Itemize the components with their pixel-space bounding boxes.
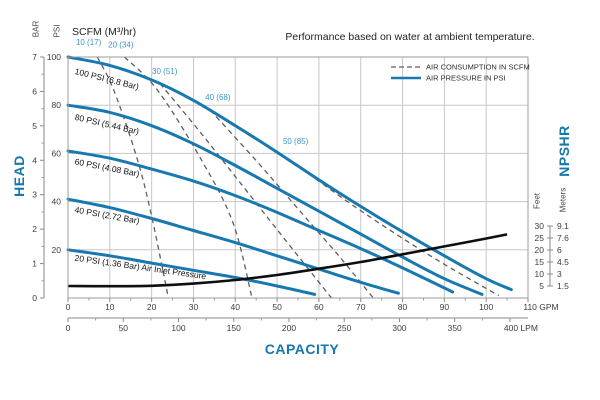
feet-tick-label: 15 [535, 257, 545, 267]
bar-tick-label: 7 [32, 52, 37, 62]
bar-tick-label: 0 [32, 293, 37, 303]
legend-item-label: AIR CONSUMPTION IN SCFM [426, 63, 530, 72]
lpm-tick-label: 150 [227, 323, 241, 333]
lpm-tick-label: 350 [448, 323, 462, 333]
npshr-axis-label: NPSHR [556, 125, 572, 177]
gpm-tick-label: 50 [272, 302, 282, 312]
pressure-curve-label: 60 PSI (4.08 Bar) [74, 156, 141, 178]
air-consumption-label: 40 (68) [205, 93, 231, 102]
psi-tick-label: 100 [47, 52, 61, 62]
meters-tick-label: 4.5 [557, 257, 569, 267]
psi-tick-label: 80 [52, 100, 62, 110]
pressure-curve-label: 80 PSI (5.44 Bar) [74, 112, 140, 137]
pressure-curve-40-psi [66, 197, 400, 295]
npshr-curve [67, 233, 508, 288]
npshr-axis [547, 225, 553, 287]
air-consumption-curve-50-scfm [293, 162, 500, 297]
pressure-curve-80-psi [66, 103, 484, 296]
feet-tick-label: 25 [535, 233, 545, 243]
air-consumption-curves [96, 56, 500, 299]
air-consumption-label: 20 (34) [108, 40, 134, 49]
gpm-tick-label: 10 [105, 302, 115, 312]
bar-tick-label: 6 [32, 86, 37, 96]
meters-tick-label: 3 [557, 269, 562, 279]
bar-tick-label: 1 [32, 259, 37, 269]
psi-unit-label: PSI [52, 24, 62, 38]
grid-layer [68, 57, 528, 298]
psi-tick-label: 20 [52, 245, 62, 255]
gpm-tick-label: 90 [440, 302, 450, 312]
pressure-curve-20-psi [66, 248, 317, 296]
meters-tick-label: 9.1 [557, 221, 569, 231]
meters-tick-label: 1.5 [557, 281, 569, 291]
feet-tick-label: 30 [535, 221, 545, 231]
gpm-axis [67, 298, 529, 302]
bar-tick-label: 3 [32, 190, 37, 200]
gpm-tick-label: 0 [66, 302, 71, 312]
capacity-axis-label: CAPACITY [264, 341, 340, 357]
gpm-tick-label: 100 [479, 302, 493, 312]
bar-tick-label: 4 [32, 155, 37, 165]
psi-tick-label: 40 [52, 197, 62, 207]
lpm-tick-label: 100 [171, 323, 185, 333]
scfm-axis-header: SCFM (M³/hr) [72, 26, 137, 38]
meters-tick-label: 7.6 [557, 233, 569, 243]
air-consumption-label: 10 (17) [76, 38, 102, 47]
lpm-tick-label: 200 [282, 323, 296, 333]
pressure-curve-label: 100 PSI (6.8 Bar) [74, 66, 140, 92]
pressure-curve-label: 20 PSI (1.36 Bar) Air Inlet Pressure [74, 253, 207, 281]
gpm-tick-label: 30 [189, 302, 199, 312]
psi-tick-label: 60 [52, 148, 62, 158]
chart-legend [391, 66, 421, 80]
bar-tick-label: 2 [32, 224, 37, 234]
gpm-tick-label: 70 [356, 302, 366, 312]
gpm-tick-label: 80 [398, 302, 408, 312]
air-consumption-curve-20-scfm [123, 56, 253, 299]
gpm-tick-label: 20 [147, 302, 157, 312]
air-pressure-curves [66, 55, 513, 296]
feet-unit-label: Feet [532, 192, 542, 210]
bar-axis [40, 56, 45, 299]
head-axis-label: HEAD [11, 155, 27, 197]
air-consumption-label: 30 (51) [152, 67, 178, 76]
bar-unit-label: BAR [31, 20, 41, 38]
air-consumption-curve-10-scfm [96, 56, 170, 299]
feet-tick-label: 5 [539, 281, 544, 291]
lpm-tick-label: 250 [337, 323, 351, 333]
lpm-end-label: 400 LPM [504, 323, 538, 333]
lpm-tick-label: 50 [119, 323, 129, 333]
gpm-end-label: 110 GPM [523, 302, 558, 312]
bar-tick-label: 5 [32, 121, 37, 131]
lpm-tick-label: 0 [66, 323, 71, 333]
gpm-tick-label: 40 [231, 302, 241, 312]
feet-tick-label: 20 [535, 245, 545, 255]
chart-title: Performance based on water at ambient te… [285, 31, 535, 43]
air-consumption-label: 50 (85) [283, 137, 309, 146]
pressure-curve-100-psi [66, 55, 513, 292]
legend-item-label: AIR PRESSURE IN PSI [426, 74, 506, 83]
gpm-tick-label: 60 [314, 302, 324, 312]
lpm-axis [67, 317, 528, 322]
lpm-tick-label: 300 [392, 323, 406, 333]
meters-tick-label: 6 [557, 245, 562, 255]
feet-tick-label: 10 [535, 269, 545, 279]
meters-unit-label: Meters [558, 187, 568, 213]
